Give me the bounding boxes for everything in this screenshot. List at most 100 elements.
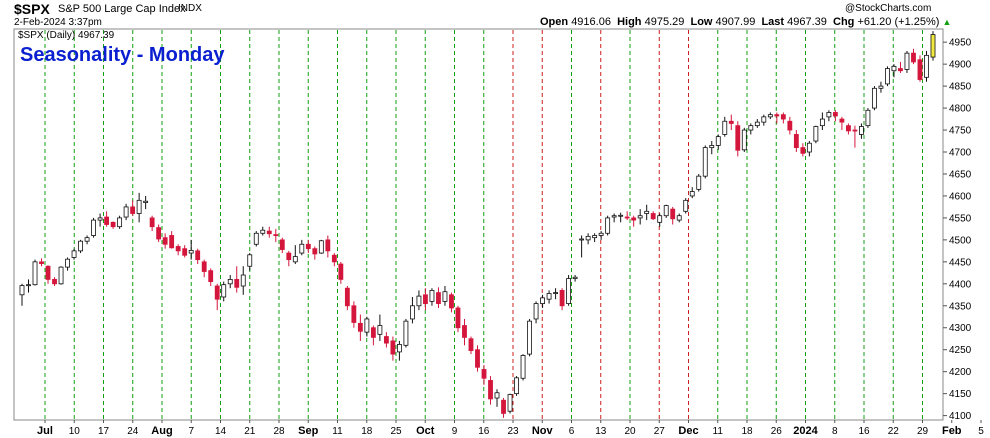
candle [208, 268, 214, 287]
candle-body [774, 114, 780, 117]
candle [520, 354, 526, 381]
candle-body [468, 338, 474, 351]
x-tick-label: 16 [858, 426, 870, 437]
candle [403, 318, 409, 348]
x-tick-label: Jul [37, 425, 53, 437]
candle [247, 253, 253, 271]
candle [91, 217, 96, 238]
candle-body [58, 266, 64, 285]
candle [429, 288, 435, 306]
candle [162, 233, 168, 249]
candle [689, 187, 695, 199]
candle-body [930, 34, 936, 58]
low-value: 4907.99 [715, 16, 756, 28]
candle-body [585, 235, 591, 241]
candle [657, 213, 663, 227]
candle [553, 288, 559, 300]
candle [748, 123, 754, 135]
candle [149, 215, 155, 232]
candle-body [527, 320, 532, 355]
candle [611, 213, 617, 223]
candle-body [273, 234, 279, 237]
chart-datetime: 2-Feb-2024 3:37pm [14, 17, 102, 28]
candle [501, 398, 506, 418]
candle [845, 123, 851, 135]
stockcharts-logo[interactable]: @StockCharts.com [845, 3, 932, 14]
candle [71, 248, 77, 260]
candle-body [806, 142, 812, 153]
candle [344, 286, 350, 311]
candle [221, 281, 227, 302]
candle-body [52, 279, 57, 285]
x-tick-label: 9 [452, 426, 458, 437]
candle [32, 259, 38, 286]
candle-body [741, 129, 747, 151]
candle [754, 119, 760, 128]
candle-body [852, 129, 858, 132]
exchange: INDX [178, 3, 202, 14]
candle [891, 64, 897, 78]
candle [240, 266, 246, 295]
candle-body [501, 399, 506, 414]
candle-body [403, 320, 409, 346]
candle [481, 365, 487, 385]
candle-body [657, 215, 663, 223]
candle [722, 116, 728, 137]
candle-body [286, 252, 292, 261]
candle-body [507, 394, 513, 412]
x-tick-label: 16 [478, 426, 490, 437]
candle [670, 206, 676, 225]
x-tick-label: 26 [771, 426, 783, 437]
candle-body [832, 112, 838, 117]
x-tick-label: Oct [416, 425, 435, 437]
quote-bar: Open 4916.06 High 4975.29 Low 4907.99 La… [540, 16, 951, 28]
y-tick-label: 4650 [949, 169, 972, 180]
x-tick-label: 24 [127, 426, 139, 437]
candle [911, 48, 916, 65]
candle-body [266, 230, 272, 235]
high-label: High [617, 16, 642, 28]
candle-body [396, 344, 402, 353]
candle-body [878, 85, 884, 89]
y-tick-label: 4800 [949, 104, 972, 115]
candle-body [136, 199, 142, 214]
candle [488, 376, 493, 405]
candle-body [722, 120, 728, 135]
candle-body [117, 217, 123, 228]
candle-body [26, 284, 31, 287]
candle-body [670, 208, 676, 220]
candle [188, 239, 194, 260]
candle [767, 112, 773, 120]
candle [175, 244, 181, 256]
candle-body [514, 377, 519, 395]
candle-body [208, 270, 214, 283]
candle-body [598, 232, 604, 236]
candle [260, 226, 266, 236]
candle-body [110, 221, 116, 228]
candle-body [449, 294, 454, 309]
candle-body [338, 263, 344, 280]
y-tick-label: 4900 [949, 60, 972, 71]
candle [527, 318, 532, 357]
candle [514, 376, 519, 396]
candle [930, 31, 936, 61]
candle-body [826, 112, 832, 118]
candle-body [234, 279, 240, 288]
candle-body [689, 191, 695, 197]
chg-value: +61.20 (+1.25%) [857, 16, 940, 28]
x-tick-label: 10 [69, 426, 81, 437]
x-tick-label: 22 [888, 426, 900, 437]
candle-body [761, 116, 767, 123]
candle-body [494, 392, 500, 399]
candle-body [305, 243, 311, 250]
candle [800, 143, 806, 157]
candle-body [188, 250, 194, 254]
candle-body [735, 125, 741, 151]
index-name: S&P 500 Large Cap Index [58, 3, 186, 15]
candle [396, 340, 402, 361]
candle [774, 112, 780, 124]
candle-body [429, 289, 435, 302]
candle [878, 81, 884, 93]
candle-body [683, 199, 689, 212]
candle-body [292, 256, 298, 263]
